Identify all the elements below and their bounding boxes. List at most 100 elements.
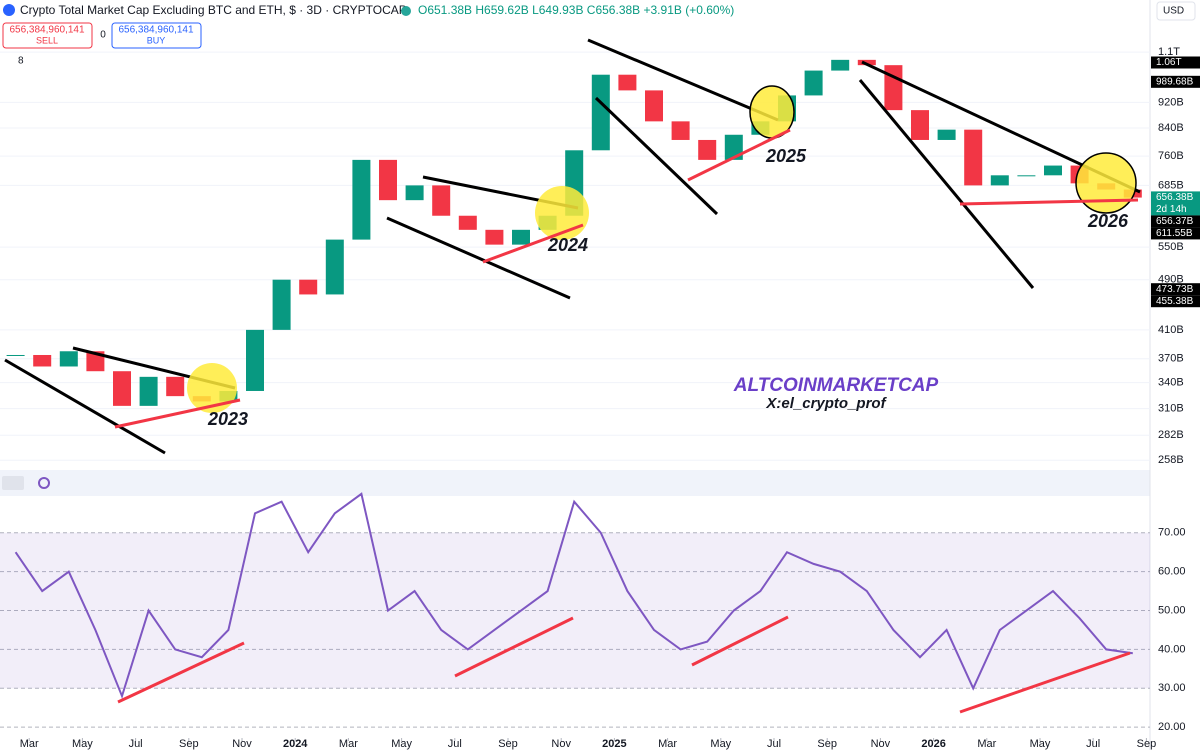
- symbol-title[interactable]: Crypto Total Market Cap Excluding BTC an…: [20, 3, 407, 17]
- candle: [59, 351, 78, 367]
- price-marker-label: 989.68B: [1156, 76, 1194, 87]
- handle: X:el_crypto_prof: [765, 395, 887, 412]
- y-tick-label: 550B: [1158, 241, 1184, 253]
- price-marker: [1151, 295, 1200, 308]
- sell-label: SELL: [36, 35, 58, 45]
- x-tick-label: Jul: [448, 738, 462, 750]
- candle: [990, 175, 1009, 186]
- price-marker-label: 473.73B: [1156, 284, 1194, 295]
- y-tick-label: 50.00: [1158, 604, 1186, 616]
- price-marker-label: 1.06T: [1156, 57, 1182, 68]
- ohlc: O651.38B H659.62B L649.93B C656.38B +3.9…: [418, 3, 734, 17]
- price-marker: [1151, 215, 1200, 228]
- y-tick-label: 70.00: [1158, 527, 1186, 539]
- y-tick-label: 685B: [1158, 179, 1184, 191]
- market-status: [401, 6, 411, 16]
- y-tick-label: 30.00: [1158, 682, 1186, 694]
- price-marker-label: 611.55B: [1156, 228, 1193, 239]
- y-tick-label: 282B: [1158, 429, 1184, 441]
- collapse-button[interactable]: [2, 476, 24, 490]
- price-marker-label: 455.38B: [1156, 296, 1194, 307]
- candle: [884, 65, 903, 111]
- y-tick-label: 340B: [1158, 376, 1184, 388]
- candle: [698, 139, 717, 160]
- candle: [458, 215, 477, 230]
- year-label: 2025: [765, 146, 807, 166]
- x-tick-label: Jul: [767, 738, 781, 750]
- indicator-count[interactable]: 8: [18, 56, 24, 67]
- candle: [432, 185, 451, 216]
- buy-price: 656,384,960,141: [118, 25, 194, 36]
- candle: [512, 229, 530, 245]
- watermark: ALTCOINMARKETCAP: [733, 375, 939, 396]
- candle: [379, 159, 397, 201]
- candle: [724, 134, 743, 160]
- x-tick-label: 2024: [283, 738, 308, 750]
- y-tick-label: 20.00: [1158, 721, 1186, 733]
- rsi-line: [14, 492, 1133, 700]
- candle: [911, 110, 929, 140]
- x-tick-label: Nov: [232, 738, 252, 750]
- x-tick-label: May: [391, 738, 412, 750]
- y-tick-label: 490B: [1158, 274, 1184, 286]
- candle: [113, 371, 131, 406]
- y-tick-label: 310B: [1158, 402, 1184, 414]
- y-tick-label: 840B: [1158, 122, 1184, 134]
- sell-price: 656,384,960,141: [9, 25, 85, 36]
- symbol-icon: [3, 4, 15, 16]
- x-tick-label: Sep: [498, 738, 518, 750]
- candle: [618, 74, 637, 91]
- x-tick-label: Mar: [339, 738, 358, 750]
- x-tick-label: Nov: [551, 738, 571, 750]
- support-lines: [114, 128, 1139, 714]
- candle: [645, 90, 663, 122]
- price-marker: [1151, 56, 1200, 69]
- plot: [0, 51, 1150, 741]
- x-tick-label: Jul: [129, 738, 143, 750]
- x-tick-label: Mar: [20, 738, 39, 750]
- x-tick-label: May: [72, 738, 93, 750]
- price-marker-label: 656.38B: [1156, 192, 1194, 203]
- indicator-icon[interactable]: [38, 477, 50, 489]
- candle: [299, 279, 318, 295]
- y-tick-label: 370B: [1158, 353, 1184, 365]
- y-tick-label: 40.00: [1158, 643, 1186, 655]
- candle: [325, 239, 344, 295]
- y-tick-label: 1.1T: [1158, 46, 1180, 58]
- price-marker: [1151, 191, 1200, 216]
- sell-button[interactable]: [2, 22, 93, 49]
- y-tick-label: 410B: [1158, 324, 1184, 336]
- candle: [1017, 175, 1036, 177]
- candle: [405, 185, 424, 201]
- candle: [86, 351, 105, 372]
- currency-button[interactable]: [1156, 1, 1196, 21]
- spread: 0: [100, 30, 106, 41]
- x-tick-label: May: [710, 738, 731, 750]
- candle: [246, 329, 264, 391]
- price-axis: [1150, 0, 1200, 750]
- candle: [485, 229, 504, 245]
- year-label: 2023: [207, 409, 248, 429]
- buy-button[interactable]: [111, 22, 202, 49]
- candle: [166, 376, 185, 397]
- x-tick-label: 2025: [602, 738, 626, 750]
- y-tick-label: 258B: [1158, 454, 1184, 466]
- candle: [591, 74, 610, 151]
- x-tick-label: 2026: [921, 738, 945, 750]
- year-label: 2026: [1087, 211, 1129, 231]
- price-marker-label: 656.37B: [1156, 216, 1194, 227]
- candle: [937, 129, 956, 140]
- candle: [857, 59, 876, 66]
- candle: [964, 129, 983, 186]
- candle: [139, 376, 158, 406]
- candle: [352, 159, 371, 240]
- y-tick-label: 60.00: [1158, 566, 1186, 578]
- candle: [804, 70, 823, 96]
- candle: [671, 121, 690, 140]
- candle: [6, 354, 25, 356]
- rsi-band: [0, 532, 1150, 689]
- price-marker: [1151, 283, 1200, 296]
- x-tick-label: Nov: [871, 738, 891, 750]
